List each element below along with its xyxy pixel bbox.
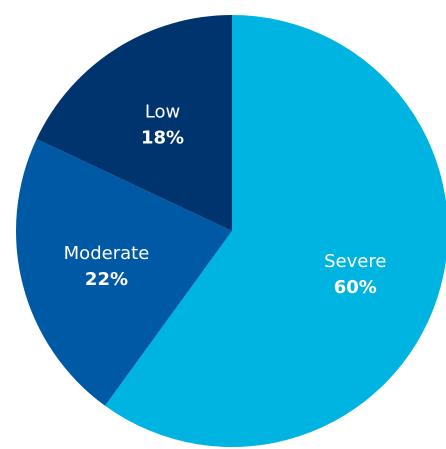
pie-slice-moderate bbox=[16, 139, 232, 406]
slice-label-moderate: Moderate bbox=[64, 243, 150, 264]
slice-value-low: 18% bbox=[141, 128, 184, 149]
slice-value-moderate: 22% bbox=[85, 269, 128, 290]
slice-value-severe: 60% bbox=[334, 277, 377, 298]
pie-slice-low bbox=[36, 15, 232, 231]
pie-labels: Severe 60% Moderate 22% Low 18% bbox=[64, 102, 387, 298]
slice-label-severe: Severe bbox=[324, 251, 386, 272]
pie-slices bbox=[16, 15, 446, 447]
pie-slice-severe bbox=[105, 15, 446, 447]
slice-label-low: Low bbox=[145, 102, 180, 123]
